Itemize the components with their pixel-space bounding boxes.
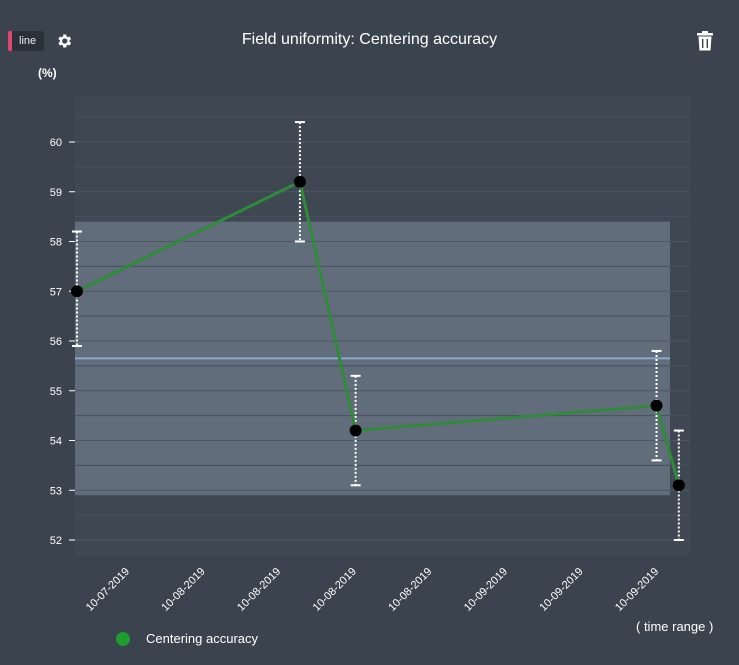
legend-label: Centering accuracy: [146, 631, 258, 646]
data-point: [349, 424, 362, 437]
x-tick-label: 10-08-2019: [159, 566, 207, 614]
y-tick-label: 54: [50, 436, 62, 448]
y-tick-label: 53: [50, 485, 62, 497]
x-tick-label: 10-08-2019: [311, 566, 359, 614]
y-tick-label: 58: [50, 237, 62, 249]
x-tick-label: 10-09-2019: [462, 566, 510, 614]
y-axis-unit: (%): [38, 66, 57, 80]
chart-type-button[interactable]: line: [8, 31, 45, 51]
y-tick-label: 55: [50, 386, 62, 398]
x-tick-label: 10-08-2019: [386, 566, 434, 614]
y-tick-label: 59: [50, 187, 62, 199]
toolbar-left: line: [8, 31, 73, 51]
data-point: [71, 285, 83, 298]
legend-swatch: [116, 631, 130, 646]
y-tick-label: 56: [50, 336, 62, 348]
gear-icon[interactable]: [55, 32, 73, 50]
y-tick-label: 52: [50, 535, 62, 547]
x-tick-label: 10-09-2019: [537, 566, 585, 614]
x-tick-label: 10-07-2019: [84, 566, 132, 614]
x-tick-label: 10-09-2019: [613, 566, 661, 614]
type-accent-bar: [8, 31, 12, 51]
chart-title: Field uniformity: Centering accuracy: [241, 31, 498, 48]
data-point: [672, 479, 685, 492]
y-tick-label: 60: [50, 137, 62, 149]
x-axis-label: ( time range ): [636, 619, 714, 634]
legend-item-centering-accuracy[interactable]: Centering accuracy: [116, 631, 258, 646]
data-point: [293, 175, 306, 188]
data-point: [650, 399, 663, 412]
trash-icon[interactable]: [696, 31, 714, 51]
chart-type-label: line: [19, 35, 37, 47]
y-tick-label: 57: [50, 286, 62, 298]
x-tick-label: 10-08-2019: [235, 566, 283, 614]
